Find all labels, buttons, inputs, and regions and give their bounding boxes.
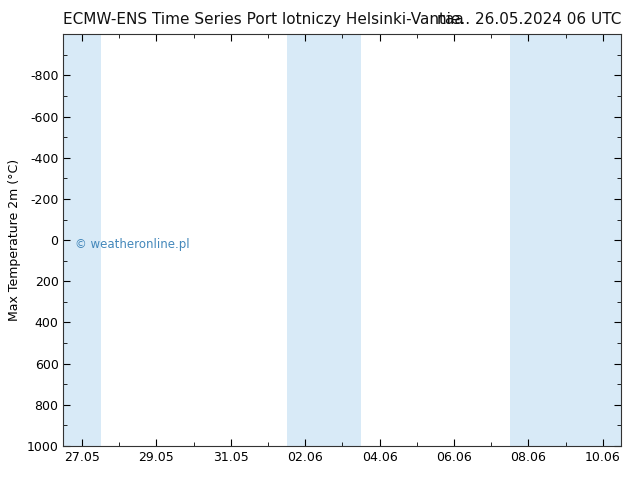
Text: nie.. 26.05.2024 06 UTC: nie.. 26.05.2024 06 UTC — [437, 12, 621, 27]
Text: © weatheronline.pl: © weatheronline.pl — [75, 238, 189, 251]
Text: ECMW-ENS Time Series Port lotniczy Helsinki-Vantaa: ECMW-ENS Time Series Port lotniczy Helsi… — [63, 12, 464, 27]
Y-axis label: Max Temperature 2m (°C): Max Temperature 2m (°C) — [8, 159, 21, 321]
Bar — [510, 34, 621, 446]
Bar — [63, 34, 101, 446]
Bar — [287, 34, 361, 446]
